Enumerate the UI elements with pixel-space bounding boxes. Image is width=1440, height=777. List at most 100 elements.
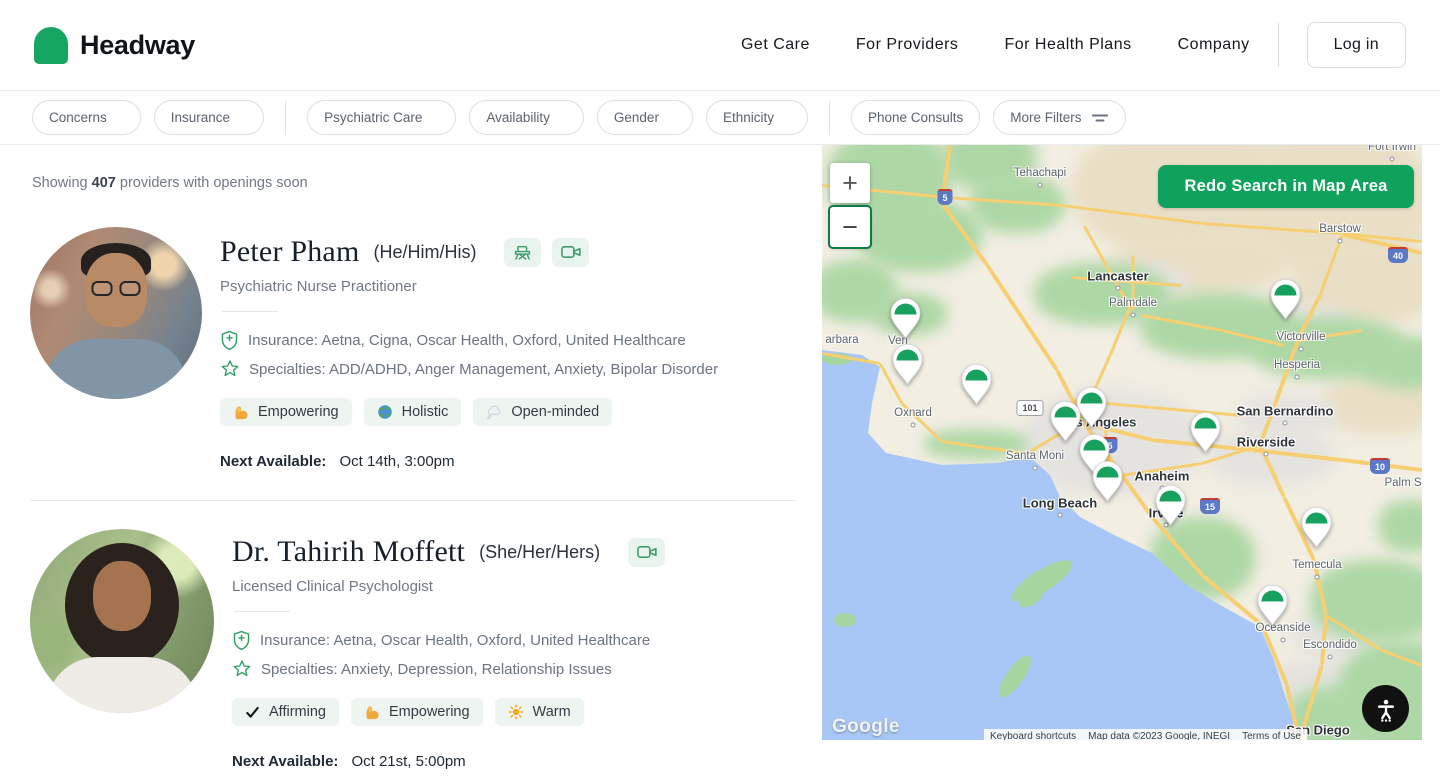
map-pin[interactable] [891,344,924,385]
map-label-barstow: Barstow [1319,223,1361,235]
map-pin[interactable] [1189,412,1222,453]
map-label-palm-s: Palm S [1384,477,1422,489]
provider-card[interactable]: Dr. Tahirih Moffett (She/Her/Hers) License… [30,500,796,777]
accessibility-person-icon [1377,699,1394,722]
map-pin[interactable] [1049,401,1082,442]
map-label-hesperia: Hesperia [1273,359,1321,371]
road-shield-10: 10 [1369,458,1391,474]
redo-search-button[interactable]: Redo Search in Map Area [1158,165,1414,208]
map-pin[interactable] [1256,585,1289,626]
map-place-dot [1163,522,1169,528]
personality-badge-affirming: Affirming [232,698,339,726]
next-available-row: Next Available: Oct 21st, 5:00pm [232,753,665,770]
avatar-shoulders [46,657,198,713]
map-label-long-beach: Long Beach [1022,495,1098,511]
filter-pill-label: Concerns [49,110,107,125]
island [834,613,856,627]
map-pin[interactable] [1269,279,1302,320]
provider-photo [30,227,202,399]
badge-label: Affirming [269,704,326,720]
filter-pill-psychiatric-care[interactable]: Psychiatric Care [307,100,457,135]
filter-pill-insurance[interactable]: Insurance [153,100,265,135]
nav-link-get-care[interactable]: Get Care [740,36,810,53]
provider-card[interactable]: Peter Pham (He/Him/His) Psychiatric Nurse … [30,201,796,500]
map-attribution: Keyboard shortcuts Map data ©2023 Google,… [984,729,1307,740]
provider-credential: Psychiatric Nurse Practitioner [220,278,417,295]
map-pin[interactable] [1091,461,1124,502]
map-label-oxnard: Oxnard [894,407,932,419]
accessibility-widget-button[interactable] [1362,685,1409,732]
thought-balloon-icon [486,404,502,420]
header: Headway Get Care For Providers For Health … [0,0,1440,91]
personality-badges: Affirming Empowering Warm [232,698,665,726]
provider-insurance-row: Insurance: Aetna, Cigna, Oscar Health, O… [220,330,718,351]
results-panel: Showing 407 providers with openings soon… [0,145,822,777]
filter-pill-label: Availability [486,110,550,125]
provider-specialties-row: Specialties: ADD/ADHD, Anger Management,… [220,359,718,379]
personality-badge-empowering: Empowering [350,698,483,726]
map-place-dot [1057,512,1063,518]
filter-pill-label: Phone Consults [867,110,964,125]
insurance-text: Insurance: Aetna, Cigna, Oscar Health, O… [248,332,686,349]
personality-badge-open-minded: Open-minded [473,398,613,426]
map-label-anaheim: Anaheim [1134,468,1190,484]
map-place-dot [1327,654,1333,660]
google-logo[interactable]: Google [832,716,900,737]
nav-divider [1277,23,1279,67]
map-pin[interactable] [1154,485,1187,526]
attribution-terms-of-use[interactable]: Terms of Use [1236,729,1307,740]
login-button[interactable]: Log in [1306,22,1406,68]
map-pin[interactable] [960,364,993,405]
nav-link-company[interactable]: Company [1177,36,1250,53]
map-label-tehachapi: Tehachapi [1013,167,1067,179]
filter-pill-phone-consults[interactable]: Phone Consults [850,100,981,135]
filter-pill-concerns[interactable]: Concerns [32,100,141,135]
map-zoom-in-button[interactable]: + [830,163,870,203]
specialties-text: Specialties: ADD/ADHD, Anger Management,… [249,360,719,378]
map-place-dot [1282,420,1288,426]
terrain-patch [857,200,982,272]
filter-pill-more-filters[interactable]: More Filters [993,100,1126,135]
map-label-arbara: arbara [825,334,859,346]
map-label-escondido: Escondido [1303,639,1357,651]
check-icon [245,705,260,720]
map-label-victorville: Victorville [1276,331,1326,343]
nav-link-for-providers[interactable]: For Providers [855,36,959,53]
map-label-san-bernardino: San Bernardino [1236,403,1334,419]
terrain-patch [1360,337,1422,389]
filter-pill-availability[interactable]: Availability [469,100,584,135]
badge-label: Holistic [401,404,449,420]
map-place-dot [1280,637,1286,643]
map-place-dot [1263,451,1269,457]
map-label-ven: Ven [888,335,908,347]
road-shield-101: 101 [1016,400,1044,416]
map-place-dot [1032,465,1038,471]
filter-pill-gender[interactable]: Gender [596,100,693,135]
map[interactable]: 5401016051510Fort IrwinTehachapiBarstowL… [822,145,1422,740]
brand[interactable]: Headway [34,26,195,64]
provider-insurance-row: Insurance: Aetna, Oscar Health, Oxford, … [232,630,665,651]
map-zoom-out-button[interactable]: − [828,205,872,249]
provider-list: Peter Pham (He/Him/His) Psychiatric Nurse … [30,201,796,777]
map-pin[interactable] [1075,387,1108,428]
map-pin[interactable] [889,298,922,339]
map-label-santa-moni: Santa Moni [1005,450,1065,462]
provider-name-row: Peter Pham (He/Him/His) [220,235,718,269]
provider-credential: Licensed Clinical Psychologist [232,578,433,595]
attribution-keyboard-shortcuts[interactable]: Keyboard shortcuts [984,729,1083,740]
map-pin[interactable] [1300,507,1333,548]
map-label-palmdale: Palmdale [1109,297,1157,309]
personality-badges: Empowering Holistic Open-minded [220,398,718,426]
provider-pronouns: (He/Him/His) [373,241,477,262]
filter-pill-label: Gender [613,110,659,125]
provider-specialties-row: Specialties: Anxiety, Depression, Relati… [232,659,665,679]
provider-name: Dr. Tahirih Moffett [232,535,466,568]
nav-link-for-health-plans[interactable]: For Health Plans [1004,36,1132,53]
badge-label: Open-minded [511,404,600,420]
filter-pill-ethnicity[interactable]: Ethnicity [705,100,808,135]
provider-pronouns: (She/Her/Hers) [479,541,601,562]
terrain-patch [1378,500,1422,552]
filter-group-divider [285,100,287,135]
map-label-temecula: Temecula [1292,559,1342,571]
